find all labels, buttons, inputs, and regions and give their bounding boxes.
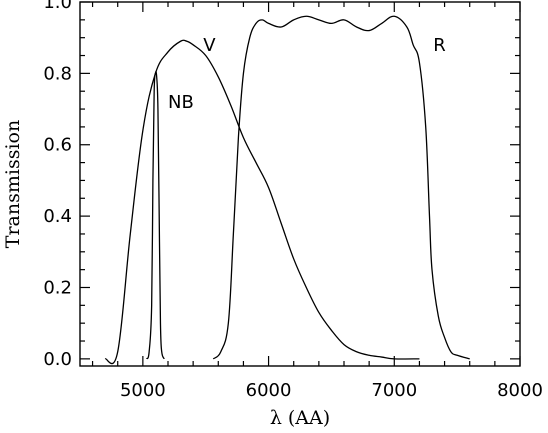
series-curve-v <box>104 39 420 365</box>
curve-label-r: R <box>433 35 446 56</box>
y-tick-label: 0.0 <box>43 349 72 370</box>
x-tick-label: 8000 <box>497 380 543 401</box>
x-tick-label: 7000 <box>371 380 417 401</box>
axis-tick-labels: 5000 6000 7000 8000 0.0 0.2 0.4 0.6 0.8 1.0 <box>43 0 543 401</box>
y-axis-label: Transmission <box>2 120 24 248</box>
y-tick-label: 1.0 <box>43 0 72 13</box>
y-tick-label: 0.6 <box>43 135 72 156</box>
y-tick-label: 0.8 <box>43 63 72 84</box>
axis-ticks <box>80 1 521 366</box>
x-tick-label: 5000 <box>120 380 166 401</box>
curve-label-v: V <box>203 35 216 56</box>
plot-curves <box>104 15 470 365</box>
curve-label-nb: NB <box>168 92 194 113</box>
curve-annotations: V NB R <box>168 35 446 113</box>
x-axis-label: λ (AA) <box>270 407 330 429</box>
series-curve-nb <box>146 71 165 360</box>
plot-frame <box>79 1 521 367</box>
y-tick-label: 0.2 <box>43 277 72 298</box>
y-tick-label: 0.4 <box>43 206 72 227</box>
series-curve-r <box>212 15 470 360</box>
x-tick-label: 6000 <box>246 380 292 401</box>
